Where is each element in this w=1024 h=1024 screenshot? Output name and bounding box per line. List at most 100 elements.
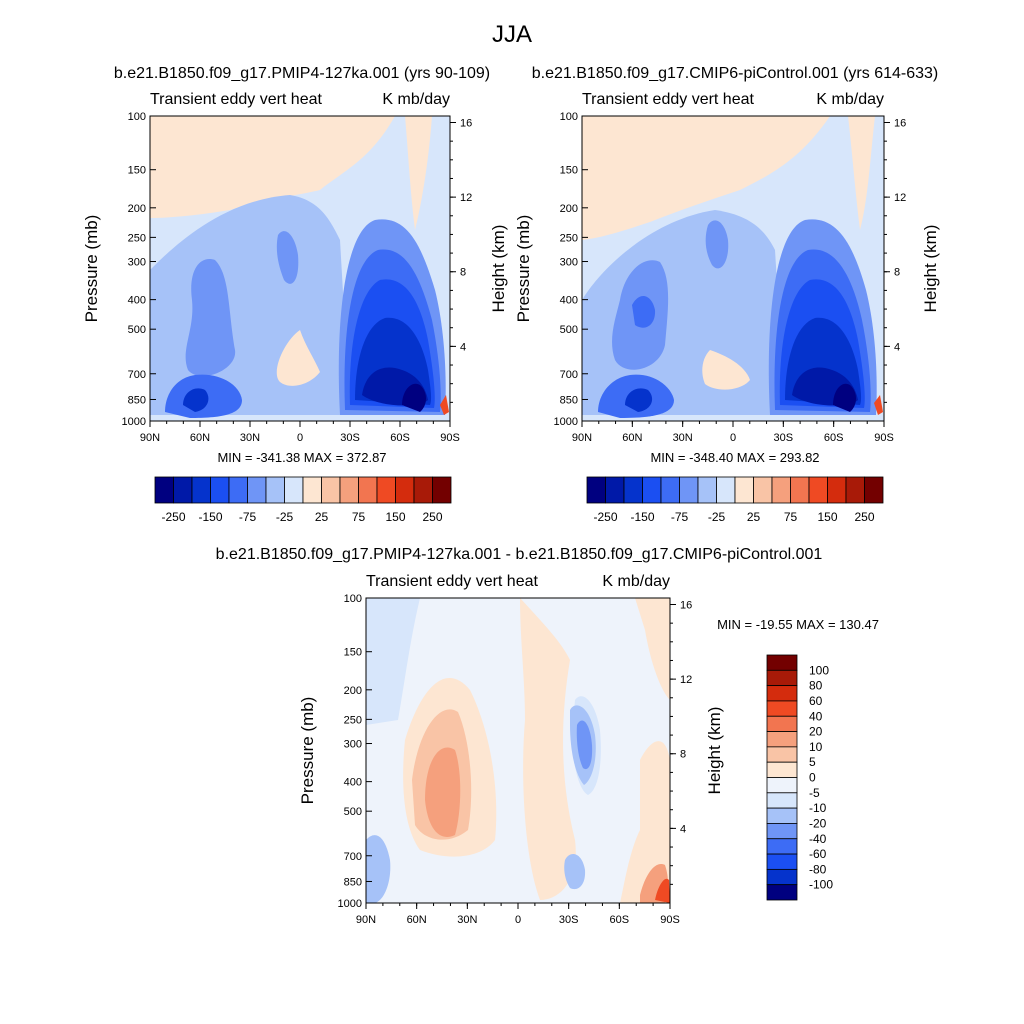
latitude-tick-label: 90N xyxy=(140,432,160,444)
colorbar-swatch xyxy=(376,476,396,504)
colorbar-swatch xyxy=(339,476,359,504)
colorbar-swatch xyxy=(586,476,606,504)
pressure-tick-label: 300 xyxy=(560,257,578,269)
colorbar-swatch xyxy=(265,476,285,504)
colorbar-label: 250 xyxy=(422,510,442,524)
colorbar-swatch xyxy=(321,476,341,504)
colorbar-label: -60 xyxy=(809,847,827,861)
pressure-axis-title: Pressure (mb) xyxy=(298,697,317,805)
height-axis-title: Height (km) xyxy=(921,225,940,313)
latitude-tick-label: 0 xyxy=(730,432,736,444)
colorbar-label: 0 xyxy=(809,771,816,785)
panel-a-variable-label: Transient eddy vert heat xyxy=(150,91,323,108)
pressure-axis-title: Pressure (mb) xyxy=(82,215,101,323)
panel-c-nh-warm-core xyxy=(425,747,461,837)
colorbar-swatch xyxy=(766,884,798,901)
colorbar-label: 10 xyxy=(809,740,823,754)
height-tick-label: 16 xyxy=(894,117,906,129)
colorbar-swatch xyxy=(766,761,798,778)
latitude-tick-label: 30S xyxy=(559,914,579,926)
pressure-tick-label: 850 xyxy=(128,394,146,406)
colorbar-swatch xyxy=(697,476,717,504)
panel-b-polar-warm-spike xyxy=(874,395,883,415)
pressure-tick-label: 200 xyxy=(128,203,146,215)
colorbar-swatch xyxy=(228,476,248,504)
panel-c-sh-warm-column xyxy=(520,598,576,900)
pressure-axis-title: Pressure (mb) xyxy=(514,215,533,323)
latitude-tick-label: 60N xyxy=(622,432,642,444)
pressure-tick-label: 150 xyxy=(560,165,578,177)
panel-a-colorbar: -250 -150 -75 -25 25 75 150 250 xyxy=(154,476,452,524)
colorbar-swatch xyxy=(413,476,433,504)
colorbar-swatch xyxy=(790,476,810,504)
colorbar-swatch xyxy=(766,746,798,763)
height-tick-label: 8 xyxy=(680,749,686,761)
colorbar-swatch xyxy=(395,476,415,504)
height-tick-label: 4 xyxy=(680,823,686,835)
panel-a-nh-surface-core xyxy=(183,388,209,412)
panel-top-left: b.e21.B1850.f09_g17.PMIP4-127ka.001 (yrs… xyxy=(82,65,508,524)
colorbar-swatch xyxy=(247,476,267,504)
colorbar-label: -5 xyxy=(809,786,820,800)
pressure-tick-label: 1000 xyxy=(122,416,146,428)
latitude-tick-label: 0 xyxy=(515,914,521,926)
height-tick-label: 12 xyxy=(680,674,692,686)
pressure-tick-label: 250 xyxy=(344,714,362,726)
pressure-tick-label: 700 xyxy=(128,369,146,381)
colorbar-swatch xyxy=(734,476,754,504)
panel-a-upper-warm-region xyxy=(150,116,395,218)
colorbar-swatch xyxy=(642,476,662,504)
pressure-tick-label: 300 xyxy=(128,257,146,269)
colorbar-label: -20 xyxy=(809,816,827,830)
height-tick-label: 8 xyxy=(460,267,466,279)
panel-a-upper-warm-sliver xyxy=(405,116,432,230)
panel-a-units-label: K mb/day xyxy=(382,91,450,108)
pressure-tick-label: 1000 xyxy=(554,416,578,428)
colorbar-label: 80 xyxy=(809,679,823,693)
latitude-tick-label: 60S xyxy=(390,432,410,444)
pressure-tick-label: 250 xyxy=(560,232,578,244)
colorbar-swatch xyxy=(766,868,798,886)
height-axis-title: Height (km) xyxy=(489,225,508,313)
pressure-tick-label: 1000 xyxy=(338,898,362,910)
colorbar-swatch xyxy=(766,823,798,840)
colorbar-swatch xyxy=(766,792,798,809)
latitude-tick-label: 30N xyxy=(457,914,477,926)
latitude-tick-label: 90S xyxy=(660,914,680,926)
height-tick-label: 16 xyxy=(680,599,692,611)
panel-c-contours xyxy=(366,598,670,903)
pressure-tick-label: 850 xyxy=(560,394,578,406)
height-tick-label: 12 xyxy=(460,192,472,204)
pressure-tick-label: 500 xyxy=(560,324,578,336)
panel-a-polar-warm-spike xyxy=(440,395,449,415)
pressure-tick-label: 250 xyxy=(128,232,146,244)
panel-b-nh-surface-core xyxy=(625,388,653,412)
colorbar-swatch xyxy=(766,715,798,732)
height-tick-label: 16 xyxy=(460,117,472,129)
panel-a-nh-midlat-blob xyxy=(185,259,236,377)
panel-a-contours xyxy=(150,116,450,421)
latitude-tick-label: 60S xyxy=(824,432,844,444)
height-tick-label: 12 xyxy=(894,192,906,204)
colorbar-label: 150 xyxy=(385,510,405,524)
colorbar-swatch xyxy=(605,476,625,504)
latitude-tick-label: 90N xyxy=(572,432,592,444)
colorbar-label: 100 xyxy=(809,663,829,677)
colorbar-label: 25 xyxy=(747,510,761,524)
colorbar-swatch xyxy=(358,476,378,504)
colorbar-swatch xyxy=(766,838,798,855)
colorbar-swatch xyxy=(766,731,798,748)
colorbar-label: -250 xyxy=(161,510,185,524)
panel-b-colorbar: -250 -150 -75 -25 25 75 150 250 xyxy=(586,476,884,524)
panel-bottom: b.e21.B1850.f09_g17.PMIP4-127ka.001 - b.… xyxy=(216,546,879,926)
pressure-tick-label: 500 xyxy=(128,324,146,336)
colorbar-label: -150 xyxy=(630,510,654,524)
pressure-tick-label: 400 xyxy=(344,777,362,789)
pressure-tick-label: 100 xyxy=(128,111,146,123)
panel-a-nh-upper-blob xyxy=(276,231,299,284)
panel-b-axes: 100 150 200 250 300 400 500 700 850 1000 16 12 8 4 90N… xyxy=(514,111,940,444)
latitude-tick-label: 90S xyxy=(440,432,460,444)
pressure-tick-label: 150 xyxy=(128,165,146,177)
colorbar-label: -75 xyxy=(671,510,689,524)
colorbar-swatch xyxy=(154,476,174,504)
